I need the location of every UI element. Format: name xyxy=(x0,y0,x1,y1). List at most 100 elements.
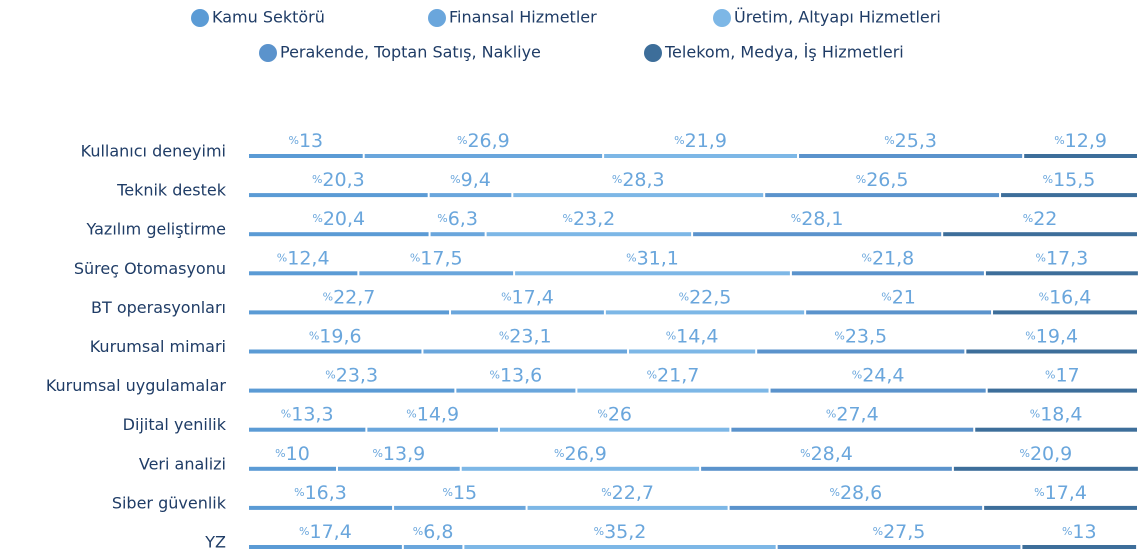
bar-segment xyxy=(394,505,526,510)
value-label: %22,5 xyxy=(679,286,732,308)
bar-segment xyxy=(464,545,776,549)
bar-segment xyxy=(423,349,628,354)
value-label: %27,5 xyxy=(873,521,926,543)
value-label: %13,6 xyxy=(490,364,543,386)
bar-segment xyxy=(765,193,1000,198)
bar-segment xyxy=(605,310,805,315)
category-label: BT operasyonları xyxy=(91,298,226,317)
bar-segment xyxy=(757,349,965,354)
bar-segment xyxy=(515,271,790,276)
value-label: %18,4 xyxy=(1030,403,1083,425)
value-label: %17,5 xyxy=(410,247,463,269)
value-label: %26,9 xyxy=(554,442,607,464)
bar-segment xyxy=(456,388,576,393)
value-label: %23,2 xyxy=(562,208,615,230)
bar-segment xyxy=(791,271,984,276)
bar-segment xyxy=(249,388,455,393)
category-label: YZ xyxy=(204,533,226,552)
bar-segment xyxy=(249,545,402,549)
value-label: %28,3 xyxy=(612,169,665,191)
value-label: %17,4 xyxy=(1034,481,1087,503)
value-label: %21 xyxy=(881,286,916,308)
value-label: %22,7 xyxy=(323,286,376,308)
bar-segment xyxy=(249,154,363,158)
legend-swatch xyxy=(713,9,731,27)
legend-swatch xyxy=(191,9,209,27)
bar-segment xyxy=(249,310,450,315)
bar-segment xyxy=(577,388,769,393)
bar-segment xyxy=(513,193,764,198)
value-label: %19,6 xyxy=(309,325,362,347)
category-label: Kurumsal mimari xyxy=(90,337,226,356)
value-label: %28,1 xyxy=(791,208,844,230)
value-label: %17,4 xyxy=(299,521,352,543)
category-label: Teknik destek xyxy=(116,181,227,200)
bar-segment xyxy=(486,232,692,237)
bar-segment xyxy=(249,349,422,354)
bar-segment xyxy=(984,505,1137,510)
bar-segment xyxy=(966,349,1137,354)
bar-segment xyxy=(993,310,1137,315)
bar-segment xyxy=(629,349,756,354)
value-label: %13,9 xyxy=(372,442,425,464)
value-label: %26 xyxy=(597,403,632,425)
value-label: %10 xyxy=(275,442,310,464)
bar-segment xyxy=(987,388,1137,393)
value-label: %22,7 xyxy=(601,481,654,503)
value-label: %23,5 xyxy=(834,325,887,347)
category-label: Kurumsal uygulamalar xyxy=(46,376,227,395)
value-label: %24,4 xyxy=(852,364,905,386)
value-label: %28,6 xyxy=(829,481,882,503)
legend-label: Finansal Hizmetler xyxy=(449,8,597,27)
category-label: Siber güvenlik xyxy=(112,493,227,512)
bar-segment xyxy=(249,466,336,471)
bar-segment xyxy=(367,427,498,432)
bar-segment xyxy=(249,427,366,432)
value-label: %17,4 xyxy=(501,286,554,308)
bar-segment xyxy=(806,310,992,315)
value-label: %16,3 xyxy=(294,481,347,503)
value-label: %23,3 xyxy=(325,364,378,386)
value-label: %13 xyxy=(289,130,324,152)
value-label: %20,3 xyxy=(312,169,365,191)
value-label: %26,5 xyxy=(856,169,909,191)
bar-segment xyxy=(1001,193,1137,198)
category-label: Yazılım geliştirme xyxy=(86,220,226,239)
legend-label: Üretim, Altyapı Hizmetleri xyxy=(734,8,941,27)
value-label: %13,3 xyxy=(281,403,334,425)
bar-segment xyxy=(403,545,463,549)
value-label: %17 xyxy=(1045,364,1080,386)
category-label: Veri analizi xyxy=(139,454,226,473)
value-label: %20,9 xyxy=(1020,442,1073,464)
value-label: %14,4 xyxy=(666,325,719,347)
bar-segment xyxy=(527,505,728,510)
bar-segment xyxy=(429,193,512,198)
bar-segment xyxy=(461,466,700,471)
category-label: Kullanıcı deneyimi xyxy=(81,142,226,161)
bar-segment xyxy=(364,154,603,158)
value-label: %35,2 xyxy=(594,521,647,543)
bar-segment xyxy=(799,154,1023,158)
bar-segment xyxy=(338,466,460,471)
bar-segment xyxy=(770,388,986,393)
legend-label: Perakende, Toptan Satış, Nakliye xyxy=(280,43,541,62)
value-label: %19,4 xyxy=(1025,325,1078,347)
value-label: %15 xyxy=(442,481,477,503)
bar-segment xyxy=(499,427,730,432)
bar-segment xyxy=(729,505,983,510)
value-label: %6,8 xyxy=(413,521,454,543)
legend-label: Telekom, Medya, İş Hizmetleri xyxy=(664,43,904,62)
value-label: %23,1 xyxy=(499,325,552,347)
value-label: %9,4 xyxy=(450,169,491,191)
bar-segment xyxy=(1024,154,1137,158)
value-label: %12,4 xyxy=(277,247,330,269)
bar-segment xyxy=(1022,545,1137,549)
bar-segment xyxy=(249,232,429,237)
value-label: %21,9 xyxy=(674,130,727,152)
category-label: Süreç Otomasyonu xyxy=(74,259,226,278)
value-label: %22 xyxy=(1023,208,1058,230)
value-label: %21,8 xyxy=(862,247,915,269)
bar-segment xyxy=(701,466,952,471)
bar-segment xyxy=(731,427,974,432)
category-label: Dijital yenilik xyxy=(123,415,227,434)
